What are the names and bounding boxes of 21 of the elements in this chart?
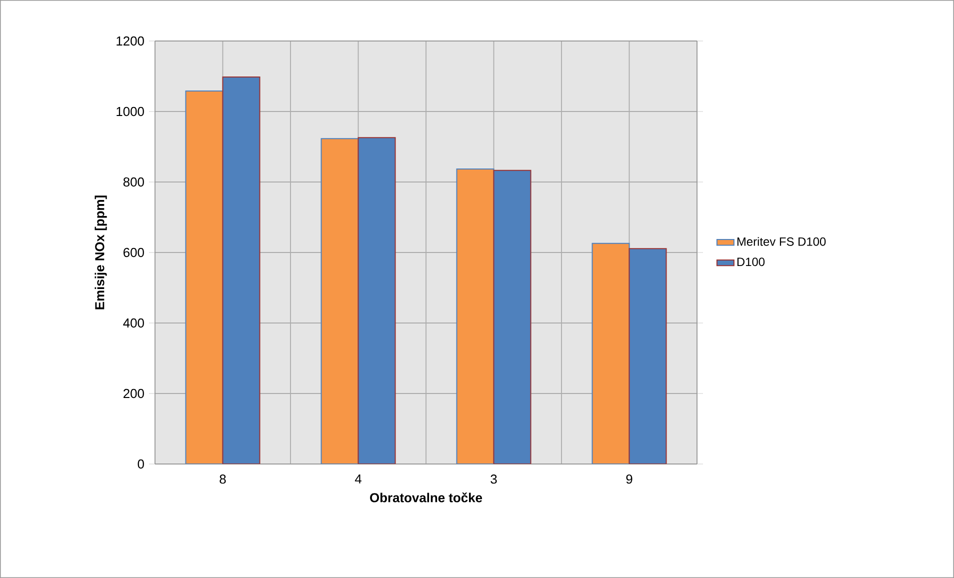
y-tick-label: 600 <box>124 248 144 258</box>
y-tick-label: 0 <box>138 459 144 469</box>
x-axis-title: Obratovalne točke <box>370 492 482 502</box>
legend-label: Meritev FS D100 <box>737 237 826 246</box>
y-tick-label: 1000 <box>116 106 144 116</box>
bar <box>628 248 667 464</box>
legend-label: D100 <box>737 258 765 266</box>
bar <box>592 242 630 464</box>
x-tick-label: 4 <box>354 474 362 484</box>
bar <box>456 168 494 464</box>
y-tick-label: 400 <box>123 318 144 328</box>
bar <box>185 90 224 464</box>
bar <box>493 170 532 464</box>
y-tick-label: 1200 <box>116 36 144 46</box>
y-axis-title: Emisije NOx [ppm] <box>94 196 107 310</box>
bar <box>320 138 359 464</box>
x-tick-label: 8 <box>220 474 226 484</box>
x-tick-label: 9 <box>626 474 632 484</box>
y-tick-label: 800 <box>123 177 144 187</box>
x-tick-label: 3 <box>490 474 497 484</box>
y-tick-label: 200 <box>124 388 144 398</box>
